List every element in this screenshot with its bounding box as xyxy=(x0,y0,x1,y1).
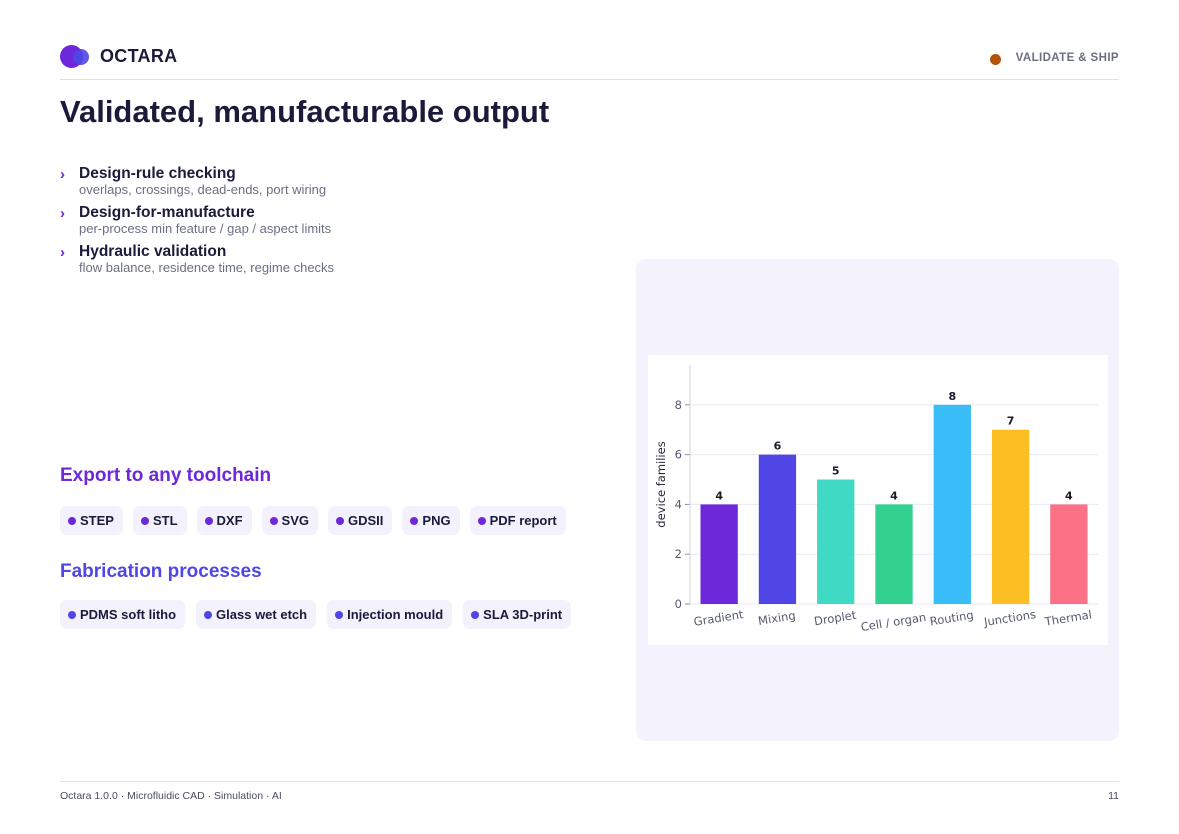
x-tick-label: Mixing xyxy=(757,608,796,628)
fab-chip-sla-3d-print: SLA 3D-print xyxy=(463,600,572,629)
bullet-subtitle: per-process min feature / gap / aspect l… xyxy=(79,221,332,236)
chevron-right-icon: › xyxy=(60,205,65,222)
page-number: 11 xyxy=(1108,790,1119,802)
section-tag: VALIDATE & SHIP xyxy=(1015,52,1119,64)
section-dot-icon xyxy=(990,54,1001,65)
bar xyxy=(700,504,738,604)
data-label: 7 xyxy=(1007,415,1015,428)
chart-panel: 0 2 4 6 8 device families 4 Gradient 6 Mixing 5 Dro… xyxy=(636,259,1119,741)
export-chip-svg: SVG xyxy=(261,506,318,535)
export-format-list: STEP STL DXF SVG GDSII PNG PDF report xyxy=(60,506,566,535)
export-chip-step: STEP xyxy=(60,506,123,535)
bar xyxy=(1050,504,1088,604)
export-chip-pdf-report: PDF report xyxy=(469,506,566,535)
fabrication-heading: Fabrication processes xyxy=(60,561,262,582)
bullet-dot-icon xyxy=(477,516,486,525)
fabrication-process-list: PDMS soft litho Glass wet etch Injection… xyxy=(60,600,572,629)
bar xyxy=(991,429,1030,604)
x-tick-label: Junctions xyxy=(982,607,1037,629)
y-axis-label: device families xyxy=(654,441,668,527)
data-label: 5 xyxy=(832,465,840,478)
data-label: 8 xyxy=(948,390,956,403)
chevron-right-icon: › xyxy=(60,244,65,261)
footer-caption: Octara 1.0.0 · Microfluidic CAD · Simula… xyxy=(60,790,282,802)
feature-list: › Design-rule checking overlaps, crossin… xyxy=(60,165,580,282)
bar xyxy=(758,454,797,604)
fab-chip-pdms: PDMS soft litho xyxy=(60,600,186,629)
export-chip-gdsii: GDSII xyxy=(328,506,393,535)
header: OCTARA VALIDATE & SHIP xyxy=(60,44,1119,80)
y-tick-label: 0 xyxy=(675,597,682,611)
bullet-dot-icon xyxy=(68,610,76,619)
data-label: 4 xyxy=(715,489,723,502)
export-chip-stl: STL xyxy=(132,506,187,535)
page-title: Validated, manufacturable output xyxy=(60,94,550,129)
bullet-dot-icon xyxy=(471,610,480,619)
chevron-right-icon: › xyxy=(60,166,65,183)
bullet-subtitle: flow balance, residence time, regime che… xyxy=(79,260,335,275)
bullet-dot-icon xyxy=(410,516,419,525)
fab-chip-glass-wet-etch: Glass wet etch xyxy=(196,600,317,629)
footer: Octara 1.0.0 · Microfluidic CAD · Simula… xyxy=(60,781,1119,802)
bullet-title: Design-rule checking xyxy=(79,165,236,182)
bullet-dot-icon xyxy=(68,516,76,525)
x-tick-label: Gradient xyxy=(693,607,745,629)
bar xyxy=(933,404,971,604)
bullet-subtitle: overlaps, crossings, dead-ends, port wir… xyxy=(79,182,327,197)
export-heading: Export to any toolchain xyxy=(60,465,272,486)
export-chip-png: PNG xyxy=(402,506,460,535)
data-label: 4 xyxy=(1065,489,1073,502)
x-tick-label: Droplet xyxy=(813,608,858,629)
x-tick-label: Cell / organ xyxy=(860,610,927,634)
fab-chip-injection-mould: Injection mould xyxy=(327,600,453,629)
bar xyxy=(875,504,913,604)
x-tick-label: Thermal xyxy=(1043,607,1093,628)
device-families-bar-chart: 0 2 4 6 8 device families 4 Gradient 6 Mixing 5 Dro… xyxy=(654,365,1098,634)
bullet-dot-icon xyxy=(269,516,278,525)
y-tick-label: 4 xyxy=(675,497,682,511)
list-item: › Hydraulic validation flow balance, res… xyxy=(60,243,580,275)
x-tick-label: Routing xyxy=(929,608,975,629)
octara-logo-icon xyxy=(60,45,92,69)
y-tick-label: 8 xyxy=(675,398,682,412)
list-item: › Design-for-manufacture per-process min… xyxy=(60,204,580,236)
bar xyxy=(817,479,855,604)
y-tick-label: 2 xyxy=(675,547,682,561)
bullet-title: Design-for-manufacture xyxy=(79,204,255,221)
bullet-dot-icon xyxy=(335,610,344,619)
bullet-dot-icon xyxy=(204,516,213,525)
bullet-dot-icon xyxy=(140,516,149,525)
chart-card: 0 2 4 6 8 device families 4 Gradient 6 Mixing 5 Dro… xyxy=(648,355,1108,645)
bullet-title: Hydraulic validation xyxy=(79,243,227,260)
export-chip-dxf: DXF xyxy=(196,506,252,535)
brand-name: OCTARA xyxy=(100,46,178,66)
data-label: 6 xyxy=(774,440,782,453)
data-label: 4 xyxy=(890,489,898,502)
list-item: › Design-rule checking overlaps, crossin… xyxy=(60,165,580,197)
bullet-dot-icon xyxy=(336,516,344,525)
y-tick-label: 6 xyxy=(675,448,682,462)
bullet-dot-icon xyxy=(204,610,213,619)
